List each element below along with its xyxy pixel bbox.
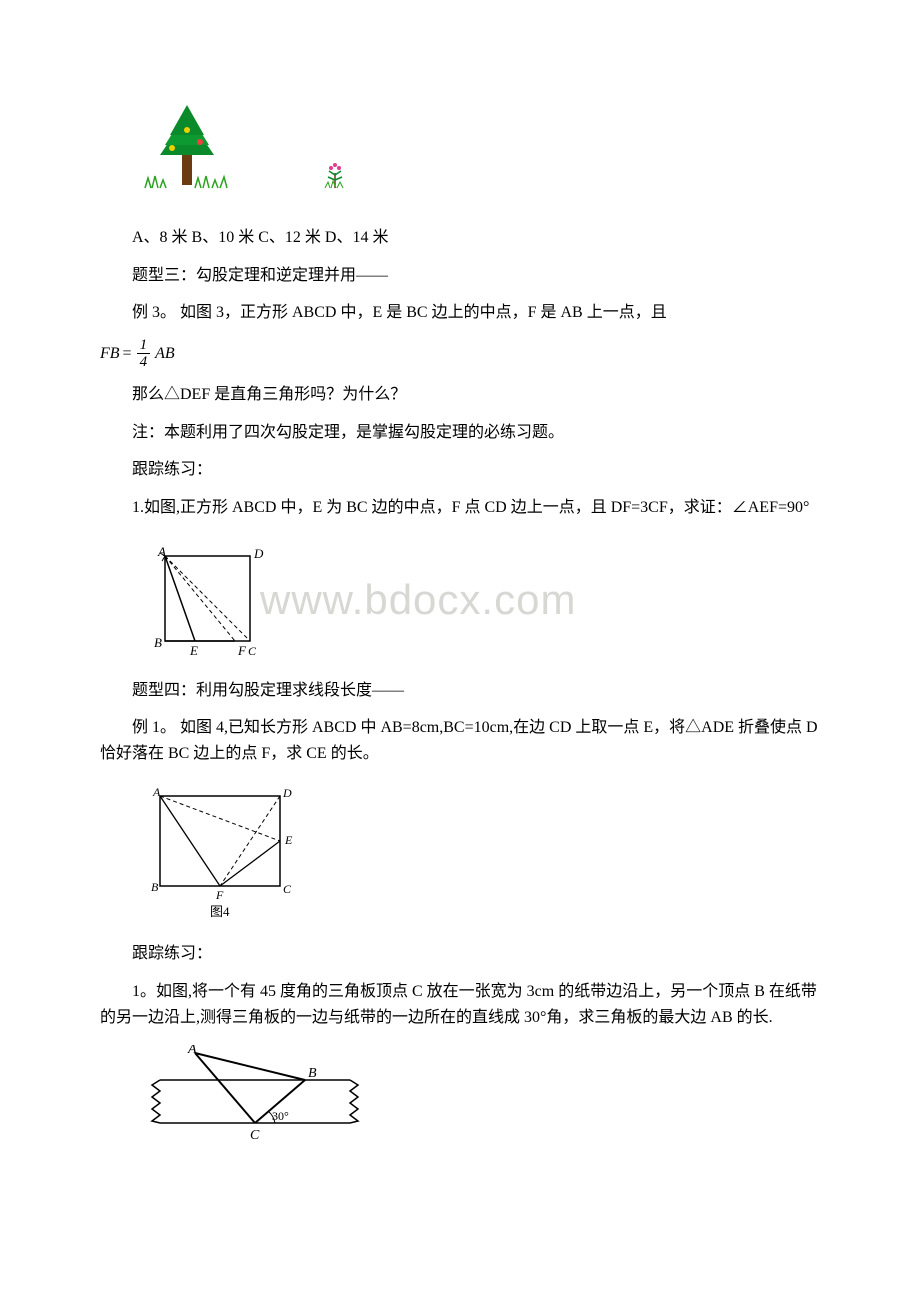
eq-lhs: FB [100,345,120,363]
watermark-text: www.bdocx.com [260,576,576,624]
ex3-question: 那么△DEF 是直角三角形吗？为什么？ [100,382,820,408]
svg-text:C: C [248,644,257,658]
svg-text:图4: 图4 [210,904,230,919]
svg-text:D: D [253,546,264,561]
svg-text:E: E [284,833,293,847]
svg-text:A: A [187,1045,197,1057]
tree-illustration [140,100,820,205]
svg-text:C: C [283,882,292,896]
fraction: 1 4 [137,338,151,371]
svg-text:B: B [154,635,162,650]
fraction-den: 4 [137,354,151,371]
section3-title: 题型三：勾股定理和逆定理并用—— [100,263,820,289]
svg-text:B: B [308,1066,317,1081]
svg-text:B: B [151,880,159,894]
rect-fold-figure: A D B F C E 图4 [140,781,820,926]
follow-label-1: 跟踪练习： [100,457,820,483]
eq-rhs: AB [155,345,175,363]
svg-text:E: E [189,643,198,658]
svg-text:A: A [152,785,161,799]
square-figure-block: www.bdocx.com A D B E F C [140,541,820,666]
follow1-text: 1.如图,正方形 ABCD 中，E 为 BC 边的中点，F 点 CD 边上一点，… [100,495,820,521]
follow-label-2: 跟踪练习： [100,941,820,967]
ex3-note: 注：本题利用了四次勾股定理，是掌握勾股定理的必练习题。 [100,420,820,446]
ex4-intro: 例 1。 如图 4,已知长方形 ABCD 中 AB=8cm,BC=10cm,在边… [100,715,820,766]
triangle-strip-figure: A B C 30° [140,1045,820,1160]
fraction-num: 1 [137,338,151,354]
follow4-1-text: 1。如图,将一个有 45 度角的三角板顶点 C 放在一张宽为 3cm 的纸带边沿… [100,979,820,1030]
svg-text:D: D [282,786,292,800]
svg-text:F: F [215,888,224,902]
svg-text:F: F [237,643,247,658]
svg-text:C: C [250,1128,260,1143]
ex3-intro: 例 3。 如图 3，正方形 ABCD 中，E 是 BC 边上的中点，F 是 AB… [100,300,820,326]
svg-text:30°: 30° [272,1109,289,1123]
section4-title: 题型四：利用勾股定理求线段长度—— [100,678,820,704]
eq-equals: = [123,345,132,363]
answer-choices: A、8 米 B、10 米 C、12 米 D、14 米 [100,225,820,251]
ex3-equation: FB = 1 4 AB [100,338,820,371]
